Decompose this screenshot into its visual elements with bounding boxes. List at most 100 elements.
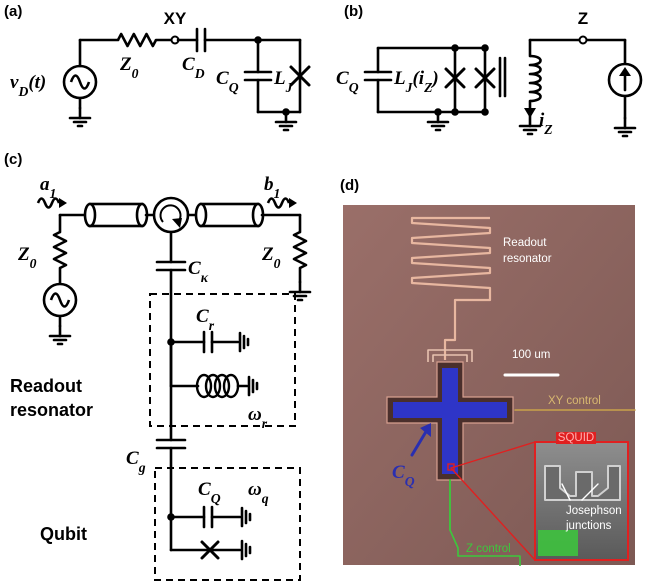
frequency-label-part: r [262, 416, 268, 431]
coax [199, 202, 260, 228]
inductor-label-part: (i [412, 68, 424, 89]
sem-lead [538, 530, 578, 556]
inductor-label: LJ(iZ) [393, 68, 439, 95]
junction [289, 65, 311, 87]
frequency-label-part: q [262, 491, 269, 506]
squid-label: SQUID [558, 432, 594, 444]
resistor-label-part: 0 [274, 256, 281, 271]
sine-symbol [49, 292, 71, 308]
node-dot [451, 108, 459, 116]
capacitor-label-part: D [194, 66, 205, 81]
panel-label: (b) [344, 3, 363, 20]
junction [200, 540, 220, 560]
wave-label-part: b [264, 174, 274, 195]
inductor-label-part: L [273, 68, 286, 89]
image-label: Z control [466, 543, 511, 555]
capacitor-label-part: C [196, 306, 209, 327]
resistor-label-part: 0 [132, 66, 139, 81]
node-label: Z [578, 9, 588, 28]
circulator-arc [159, 204, 182, 224]
node-dot [481, 44, 489, 52]
source-label-part: (t) [28, 72, 46, 93]
image-label: junctions [565, 520, 612, 532]
capacitor-label: CQ [216, 68, 239, 95]
capacitor-label-part: Q [229, 80, 239, 95]
resonator-meander [410, 216, 492, 360]
capacitor-label: CQ [198, 479, 221, 506]
frequency-label-part: ω [248, 479, 262, 500]
port [578, 35, 588, 45]
current-label-part: Z [543, 122, 552, 137]
cq-arrow [410, 428, 429, 457]
capacitor-label: Cr [196, 306, 215, 333]
junction-pointer [581, 483, 599, 501]
sine-symbol [69, 74, 91, 90]
capacitor-label: Cg [126, 448, 146, 475]
squid-tag [556, 432, 596, 444]
panel-label: (d) [340, 177, 359, 194]
wave-label-part: 1 [274, 186, 281, 201]
image-label: Josephson [566, 505, 622, 517]
qubit-box [154, 467, 301, 581]
capacitor-label-part: Q [349, 80, 359, 95]
current-label-part: i [539, 110, 545, 131]
capacitor-label: CD [182, 54, 205, 81]
block-label: Readout [10, 376, 82, 396]
source-label-part: v [10, 72, 19, 93]
junction [474, 67, 496, 89]
inductor-label: LJ [273, 68, 294, 95]
coax-end [194, 202, 208, 228]
signal-arrow [59, 198, 67, 208]
inductor-coil [213, 373, 231, 399]
z-line [449, 529, 521, 566]
capacitor-label-part: C [182, 54, 195, 75]
circulator [152, 196, 190, 234]
frequency-label: ωq [248, 479, 269, 506]
capacitor-label-part: C [336, 68, 349, 89]
capacitor-label-part: C [198, 479, 211, 500]
capacitor-label-part: g [138, 460, 146, 475]
junction [444, 67, 466, 89]
capacitor-label: Cκ [188, 258, 209, 285]
image-label: resonator [503, 253, 552, 265]
node-dot [451, 44, 459, 52]
coax [88, 202, 144, 228]
wave-label-part: 1 [50, 186, 57, 201]
sem-structure [544, 465, 621, 501]
capacitor-label-part: C [126, 448, 139, 469]
inductor-label-part: Z [423, 80, 432, 95]
frequency-label-part: ω [248, 404, 262, 425]
cq-label: CQ [392, 462, 415, 489]
panel-label: (a) [4, 3, 22, 20]
wave-label: b1 [264, 174, 280, 201]
coax-end [83, 202, 97, 228]
current-label: iZ [539, 110, 553, 137]
capacitor-label-part: Q [211, 491, 221, 506]
source-label: vD(t) [10, 72, 46, 99]
capacitor-label-part: r [209, 318, 215, 333]
capacitor-label-part: C [188, 258, 201, 279]
resistor-label-part: Z [17, 244, 30, 265]
signal-wave [36, 197, 61, 209]
resistor [116, 32, 158, 48]
scale-label: 100 um [512, 349, 550, 361]
resistor-label: Z0 [261, 244, 281, 271]
cq-arrowhead [420, 423, 431, 437]
coil [528, 54, 542, 103]
junction-pointer [561, 483, 571, 501]
resistor [292, 230, 308, 270]
signal-arrow [289, 198, 297, 208]
inductor-coil [195, 373, 213, 399]
block-label: Qubit [40, 524, 87, 544]
node-dot [481, 108, 489, 116]
resistor-label-part: Z [119, 54, 132, 75]
resistor-label: Z0 [17, 244, 37, 271]
inductor-coil [204, 373, 222, 399]
zoom-marker [447, 463, 455, 471]
image-label: XY control [548, 395, 601, 407]
qubit-cross [393, 368, 507, 474]
coupler [427, 349, 473, 362]
capacitor-label-part: C [216, 68, 229, 89]
